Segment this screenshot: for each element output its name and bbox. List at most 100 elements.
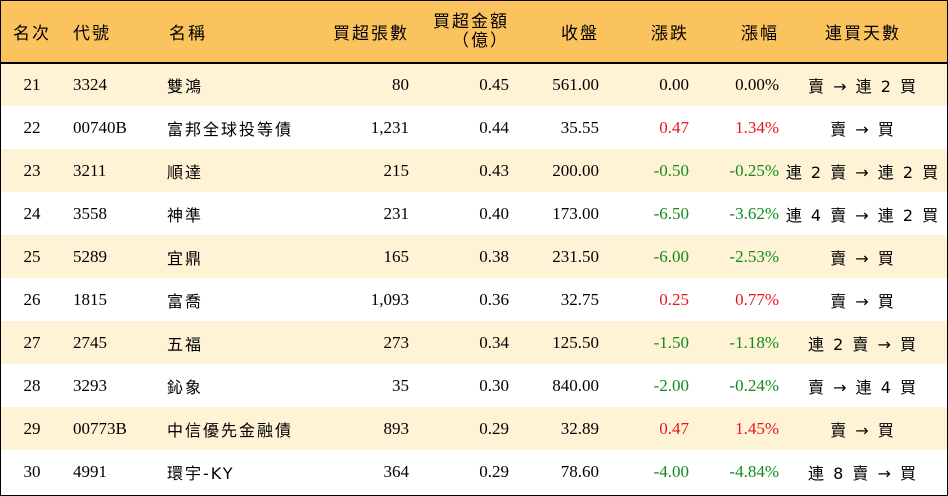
header-rank: 名次 — [1, 1, 63, 64]
days-cell: 賣 → 買 — [830, 420, 896, 440]
header-days: 連買天數 — [779, 1, 947, 64]
rank-cell: 21 — [23, 75, 41, 94]
days-cell: 連 2 賣 → 買 — [808, 334, 918, 354]
volume-cell: 273 — [383, 332, 410, 352]
code-cell: 3558 — [73, 203, 107, 223]
name-cell: 宜鼎 — [167, 248, 204, 268]
amount-cell: 0.29 — [479, 461, 509, 481]
name-cell: 鈊象 — [167, 377, 204, 397]
close-cell: 78.60 — [560, 461, 599, 481]
rank-cell: 26 — [23, 289, 41, 309]
table-body: 21 3324 雙鴻 80 0.45 561.00 0.00 0.00% 賣 →… — [1, 63, 947, 493]
table-row: 21 3324 雙鴻 80 0.45 561.00 0.00 0.00% 賣 →… — [1, 63, 947, 106]
name-cell: 雙鴻 — [167, 77, 204, 96]
name-cell: 中信優先金融債 — [167, 420, 294, 440]
rank-cell: 28 — [23, 375, 41, 395]
code-cell: 00773B — [73, 418, 127, 438]
pct-cell: 1.34% — [735, 117, 779, 137]
header-pct: 漲幅 — [689, 1, 779, 64]
table-row: 24 3558 神準 231 0.40 173.00 -6.50 -3.62% … — [1, 192, 947, 235]
rank-cell: 25 — [23, 246, 41, 266]
header-amount-line2: （億） — [452, 30, 509, 51]
change-cell: -2.00 — [653, 375, 689, 395]
amount-cell: 0.30 — [479, 375, 509, 395]
rank-cell: 23 — [23, 160, 41, 180]
header-name: 名稱 — [159, 1, 327, 64]
name-cell: 富邦全球投等債 — [167, 119, 294, 139]
rank-cell: 27 — [23, 332, 41, 352]
amount-cell: 0.44 — [479, 117, 509, 137]
pct-cell: 1.45% — [735, 418, 779, 438]
change-cell: 0.00 — [659, 75, 689, 94]
amount-cell: 0.36 — [479, 289, 509, 309]
name-cell: 順達 — [167, 162, 204, 182]
header-code: 代號 — [63, 1, 159, 64]
header-amount-line1: 買超金額 — [433, 11, 509, 32]
change-cell: -0.50 — [653, 160, 689, 180]
table-row: 25 5289 宜鼎 165 0.38 231.50 -6.00 -2.53% … — [1, 235, 947, 278]
rank-cell: 30 — [23, 461, 41, 481]
volume-cell: 893 — [383, 418, 410, 438]
volume-cell: 231 — [383, 203, 410, 223]
header-amount: 買超金額 （億） — [409, 1, 509, 64]
header-row: 名次 代號 名稱 買超張數 買超金額 （億） 收盤 漲跌 漲幅 連買天數 — [1, 1, 947, 64]
volume-cell: 35 — [392, 375, 409, 395]
table-row: 27 2745 五福 273 0.34 125.50 -1.50 -1.18% … — [1, 321, 947, 364]
close-cell: 32.89 — [560, 418, 599, 438]
name-cell: 神準 — [167, 205, 204, 225]
rank-cell: 22 — [23, 117, 41, 137]
pct-cell: -2.53% — [729, 246, 779, 266]
pct-cell: -0.24% — [729, 375, 779, 395]
name-cell: 環宇-KY — [167, 463, 235, 483]
volume-cell: 1,093 — [370, 289, 409, 309]
name-cell: 富喬 — [167, 291, 204, 311]
days-cell: 賣 → 買 — [830, 291, 896, 311]
close-cell: 840.00 — [552, 375, 599, 395]
change-cell: -4.00 — [653, 461, 689, 481]
close-cell: 231.50 — [552, 246, 599, 266]
amount-cell: 0.45 — [479, 75, 509, 94]
days-cell: 賣 → 連 4 買 — [808, 377, 918, 397]
code-cell: 1815 — [73, 289, 107, 309]
pct-cell: -0.25% — [729, 160, 779, 180]
close-cell: 125.50 — [552, 332, 599, 352]
pct-cell: -1.18% — [729, 332, 779, 352]
volume-cell: 80 — [392, 75, 409, 94]
days-cell: 賣 → 買 — [830, 119, 896, 139]
amount-cell: 0.38 — [479, 246, 509, 266]
change-cell: -1.50 — [653, 332, 689, 352]
rank-cell: 29 — [23, 418, 41, 438]
volume-cell: 1,231 — [370, 117, 409, 137]
code-cell: 00740B — [73, 117, 127, 137]
name-cell: 五福 — [167, 334, 204, 354]
pct-cell: -4.84% — [729, 461, 779, 481]
table-row: 30 4991 環宇-KY 364 0.29 78.60 -4.00 -4.84… — [1, 450, 947, 493]
header-change: 漲跌 — [599, 1, 689, 64]
pct-cell: -3.62% — [729, 203, 779, 223]
table-row: 29 00773B 中信優先金融債 893 0.29 32.89 0.47 1.… — [1, 407, 947, 450]
table-row: 26 1815 富喬 1,093 0.36 32.75 0.25 0.77% 賣… — [1, 278, 947, 321]
code-cell: 5289 — [73, 246, 107, 266]
code-cell: 4991 — [73, 461, 107, 481]
change-cell: 0.47 — [659, 117, 689, 137]
days-cell: 賣 → 買 — [830, 248, 896, 268]
code-cell: 3324 — [73, 75, 107, 94]
days-cell: 連 8 賣 → 買 — [808, 463, 918, 483]
table-row: 22 00740B 富邦全球投等債 1,231 0.44 35.55 0.47 … — [1, 106, 947, 149]
volume-cell: 364 — [383, 461, 410, 481]
close-cell: 35.55 — [560, 117, 599, 137]
change-cell: -6.00 — [653, 246, 689, 266]
close-cell: 200.00 — [552, 160, 599, 180]
close-cell: 32.75 — [560, 289, 599, 309]
table-row: 28 3293 鈊象 35 0.30 840.00 -2.00 -0.24% 賣… — [1, 364, 947, 407]
amount-cell: 0.43 — [479, 160, 509, 180]
days-cell: 連 2 賣 → 連 2 買 — [785, 162, 941, 182]
header-volume: 買超張數 — [327, 1, 409, 64]
table-row: 23 3211 順達 215 0.43 200.00 -0.50 -0.25% … — [1, 149, 947, 192]
change-cell: 0.47 — [659, 418, 689, 438]
pct-cell: 0.00% — [735, 75, 779, 94]
code-cell: 3293 — [73, 375, 107, 395]
volume-cell: 215 — [383, 160, 410, 180]
